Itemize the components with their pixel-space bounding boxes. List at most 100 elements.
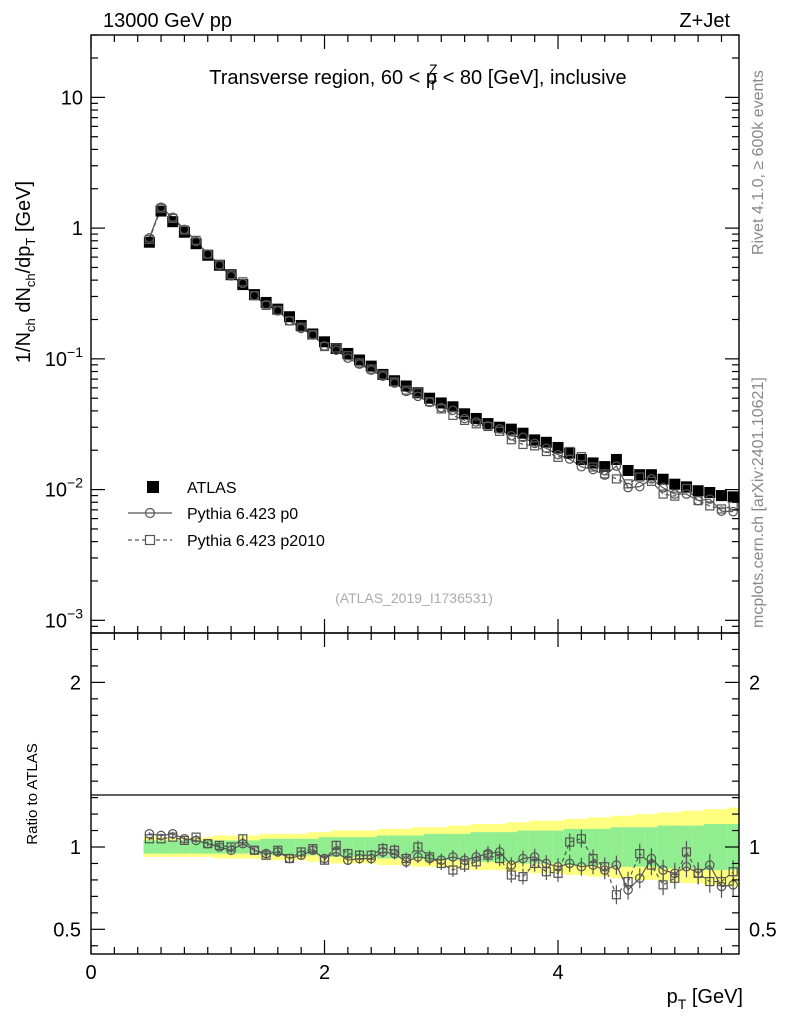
p2010-ratio-point bbox=[179, 835, 190, 846]
p2010-point bbox=[565, 446, 575, 457]
atlas-point bbox=[669, 478, 681, 490]
atlas-point bbox=[412, 387, 424, 399]
p2010-point bbox=[226, 270, 236, 280]
ratio-band-inner bbox=[668, 825, 682, 869]
p2010-point bbox=[670, 491, 680, 501]
main-y-tick-label: 10−1 bbox=[45, 344, 83, 371]
ratio-band-inner bbox=[155, 840, 168, 854]
ratio-x-axis: 0 2 4 bbox=[85, 633, 723, 984]
x-tick-label: 0 bbox=[85, 962, 96, 984]
atlas-point bbox=[307, 328, 319, 340]
ratio-band-inner bbox=[598, 828, 611, 866]
p2010-ratio-point bbox=[389, 845, 400, 855]
atlas-point bbox=[704, 487, 716, 499]
p0-point bbox=[728, 506, 738, 517]
p0-point bbox=[518, 432, 528, 443]
p2010-ratio-point bbox=[611, 890, 622, 900]
ratio-band-inner bbox=[365, 837, 378, 857]
main-y-label: 1/Nch dNch/dpT [GeV] bbox=[13, 181, 38, 363]
p2010-ratio-point bbox=[471, 857, 481, 867]
ratio-y-tick-label: 2 bbox=[70, 672, 81, 694]
atlas-point bbox=[540, 436, 552, 448]
p2010-ratio-point bbox=[401, 853, 411, 864]
p2010-ratio-point bbox=[261, 850, 271, 860]
atlas-point bbox=[470, 412, 482, 424]
p2010-ratio-point bbox=[565, 837, 575, 847]
atlas-point bbox=[330, 343, 342, 355]
atlas-point bbox=[610, 453, 622, 465]
p2010-ratio-point bbox=[658, 880, 668, 890]
atlas-point bbox=[377, 368, 389, 380]
p2010-point bbox=[611, 474, 622, 484]
ratio-y-label: Ratio to ATLAS bbox=[24, 743, 41, 844]
main-panel: 10−3 10−2 10−1 1 10 Transverse region, 60 < … bbox=[13, 34, 740, 634]
ratio-panel: 0.5 0.5 1 1 2 2 0 2 4 Ratio to ATLAS bbox=[24, 632, 777, 984]
p0-ratio-point bbox=[529, 852, 540, 862]
p0-point bbox=[611, 461, 622, 471]
ratio-band-inner bbox=[703, 823, 717, 871]
p0-ratio-point bbox=[716, 881, 727, 892]
p2010-point bbox=[518, 439, 528, 450]
ratio-frame bbox=[90, 632, 740, 955]
p2010-point bbox=[378, 370, 388, 380]
p2010-point bbox=[693, 496, 703, 506]
p2010-point bbox=[471, 419, 481, 429]
x-axis-label: pT [GeV] bbox=[667, 986, 743, 1012]
p0-ratio-point bbox=[471, 852, 482, 862]
atlas-point bbox=[190, 238, 202, 250]
atlas-point bbox=[680, 481, 692, 493]
p2010-ratio-point bbox=[238, 834, 248, 844]
atlas-point bbox=[552, 441, 564, 453]
p2010-point bbox=[261, 300, 271, 310]
p2010-point bbox=[705, 501, 715, 511]
ratio-band-inner bbox=[622, 827, 635, 867]
rivet-label: Rivet 4.1.0, ≥ 600k events bbox=[750, 70, 767, 255]
legend-label-p0: Pythia 6.423 p0 bbox=[187, 506, 298, 523]
p0-ratio-point bbox=[343, 855, 353, 865]
p2010-ratio-point bbox=[635, 848, 645, 859]
ratio-band-inner bbox=[645, 827, 658, 867]
ratio-band-inner bbox=[353, 837, 366, 857]
p0-ratio-point bbox=[728, 880, 738, 890]
main-y-tick-label: 10−2 bbox=[45, 475, 83, 502]
p2010-ratio-point bbox=[378, 844, 388, 854]
p2010-point bbox=[483, 421, 493, 432]
ratio-band-inner bbox=[528, 830, 541, 864]
p2010-ratio-point bbox=[296, 847, 306, 857]
p0-ratio-point bbox=[588, 860, 598, 870]
p0-ratio-point bbox=[576, 861, 587, 872]
p2010-point bbox=[436, 404, 446, 414]
ratio-y-tick-label-right: 0.5 bbox=[749, 919, 777, 941]
p2010-ratio-point bbox=[214, 840, 225, 850]
p2010-ratio-point bbox=[646, 860, 657, 870]
p2010-ratio-point bbox=[191, 832, 201, 842]
p0-ratio-point bbox=[634, 873, 645, 884]
ratio-band-inner bbox=[458, 833, 471, 861]
p0-ratio-point bbox=[611, 860, 622, 870]
ratio-band-inner bbox=[435, 833, 448, 861]
p2010-point bbox=[448, 410, 458, 420]
ratio-band-inner bbox=[166, 840, 179, 854]
p0-point bbox=[705, 494, 715, 504]
p2010-ratio-point bbox=[588, 853, 598, 864]
p2010-ratio-point bbox=[716, 876, 727, 887]
ratio-band-inner bbox=[423, 833, 436, 861]
p2010-ratio-point bbox=[600, 862, 610, 872]
atlas-point bbox=[447, 401, 459, 413]
p2010-ratio-point bbox=[553, 868, 563, 878]
ratio-band-inner bbox=[587, 828, 600, 866]
p2010-point bbox=[530, 441, 540, 451]
atlas-point bbox=[634, 469, 646, 481]
atlas-point bbox=[248, 289, 260, 301]
x-tick-label: 4 bbox=[552, 962, 563, 984]
atlas-point bbox=[272, 303, 284, 315]
p2010-ratio-point bbox=[366, 850, 376, 860]
p0-point bbox=[448, 405, 458, 416]
ratio-y-tick-label-right: 1 bbox=[749, 837, 760, 859]
p2010-point bbox=[716, 504, 727, 514]
p0-ratio-point bbox=[413, 852, 423, 862]
ratio-y-tick-label: 0.5 bbox=[53, 919, 81, 941]
p2010-ratio-point bbox=[308, 844, 318, 854]
main-y-axis: 10−3 10−2 10−1 1 10 bbox=[45, 34, 739, 634]
